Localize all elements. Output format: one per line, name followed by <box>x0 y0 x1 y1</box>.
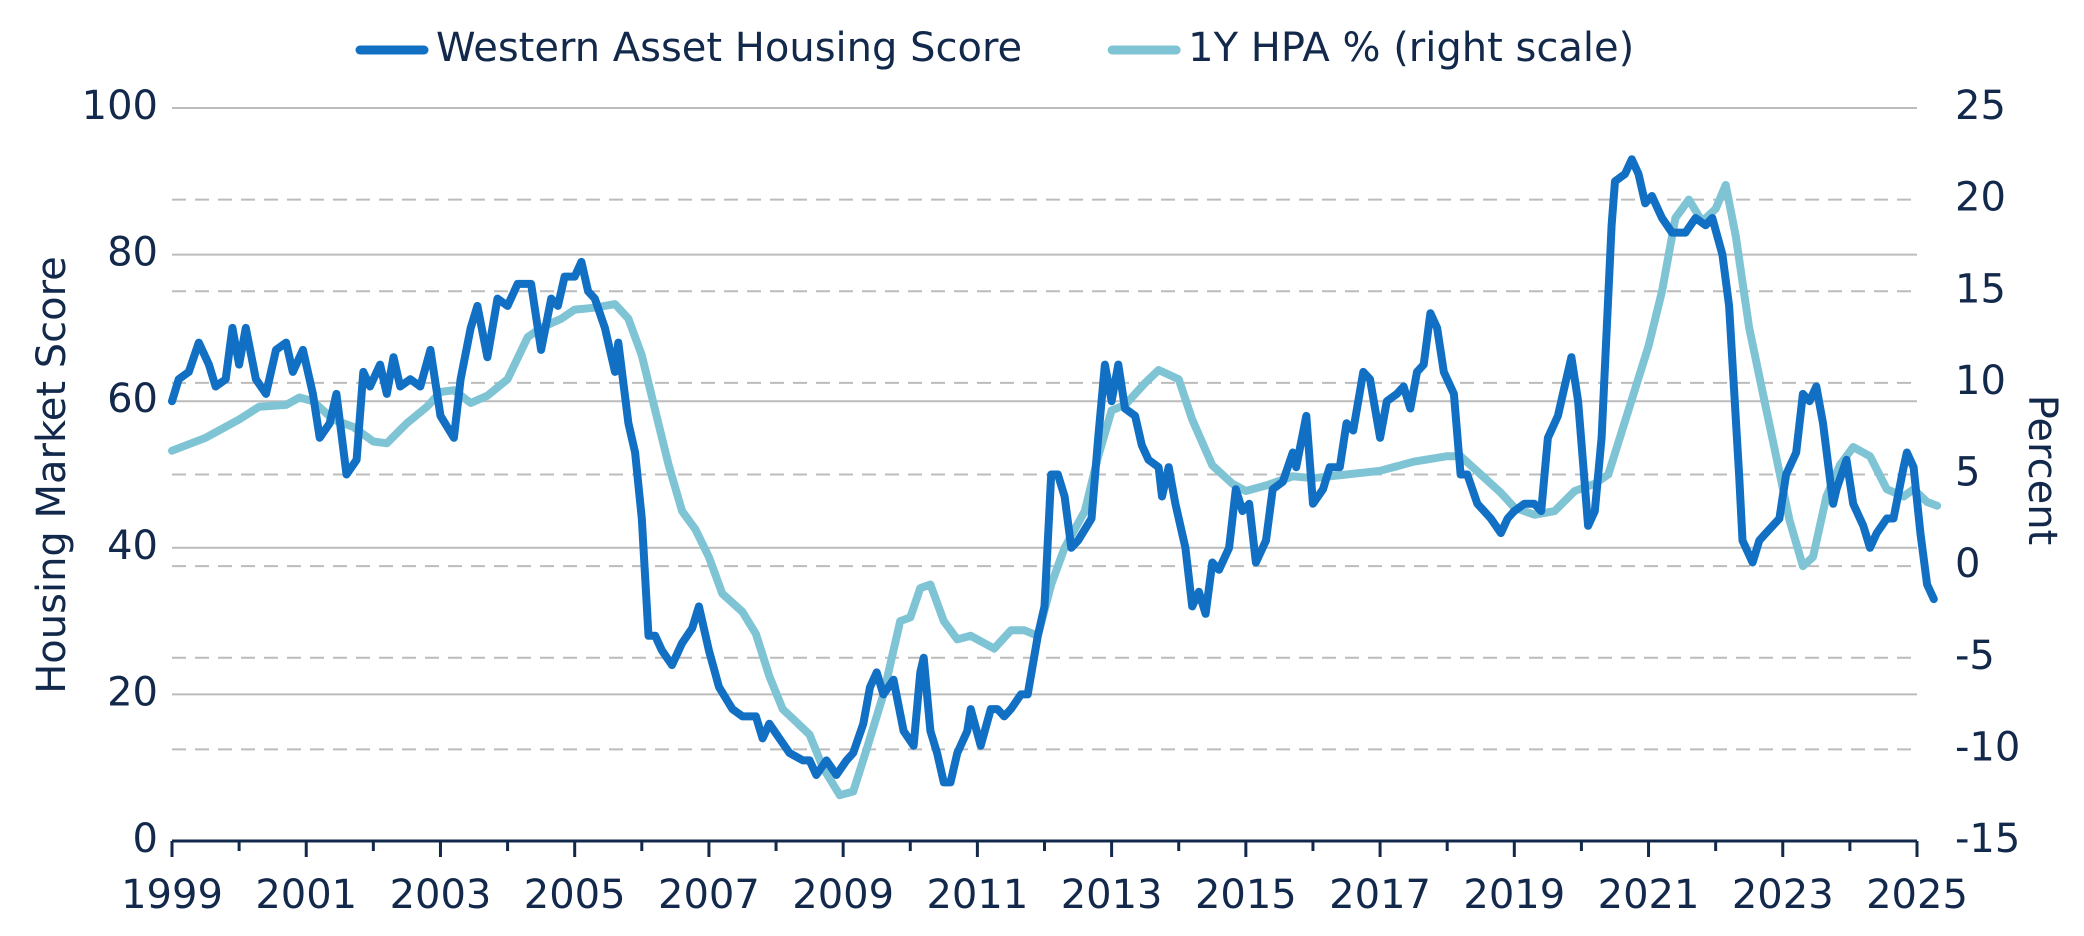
y2-tick-label: -10 <box>1955 724 2020 770</box>
x-tick-label: 2025 <box>1866 872 1968 918</box>
x-tick-label: 1999 <box>121 872 223 918</box>
legend-label: 1Y HPA % (right scale) <box>1188 25 1634 71</box>
x-tick-label: 2013 <box>1061 872 1163 918</box>
y2-tick-label: -15 <box>1955 816 2020 862</box>
y-tick-label: 20 <box>107 669 158 715</box>
y2-tick-label: 25 <box>1955 83 2006 129</box>
x-tick-label: 2001 <box>255 872 357 918</box>
legend-label: Western Asset Housing Score <box>436 25 1022 71</box>
y-tick-label: 40 <box>107 523 158 569</box>
x-tick-label: 2003 <box>390 872 492 918</box>
y-tick-label: 60 <box>107 376 158 422</box>
x-tick-label: 2009 <box>792 872 894 918</box>
series-line <box>168 155 1938 787</box>
x-tick-label: 2011 <box>926 872 1028 918</box>
y2-tick-label: 20 <box>1955 175 2006 221</box>
y-tick-label: 80 <box>107 230 158 276</box>
y2-axis-title: Percent <box>2019 395 2065 546</box>
y-tick-label: 100 <box>82 83 158 129</box>
y2-tick-label: 0 <box>1955 541 1980 587</box>
x-tick-label: 2005 <box>524 872 626 918</box>
x-tick-label: 2017 <box>1329 872 1431 918</box>
y2-tick-label: 10 <box>1955 358 2006 404</box>
x-tick-label: 2023 <box>1732 872 1834 918</box>
x-tick-label: 2007 <box>658 872 760 918</box>
series-line <box>168 181 1942 800</box>
y-axis-title: Housing Market Score <box>29 256 75 694</box>
x-tick-label: 2021 <box>1598 872 1700 918</box>
y2-tick-label: -5 <box>1955 633 1995 679</box>
x-tick-label: 2019 <box>1463 872 1565 918</box>
x-tick-label: 2015 <box>1195 872 1297 918</box>
y-tick-label: 0 <box>133 816 158 862</box>
y2-tick-label: 5 <box>1955 450 1980 496</box>
y2-tick-label: 15 <box>1955 266 2006 312</box>
